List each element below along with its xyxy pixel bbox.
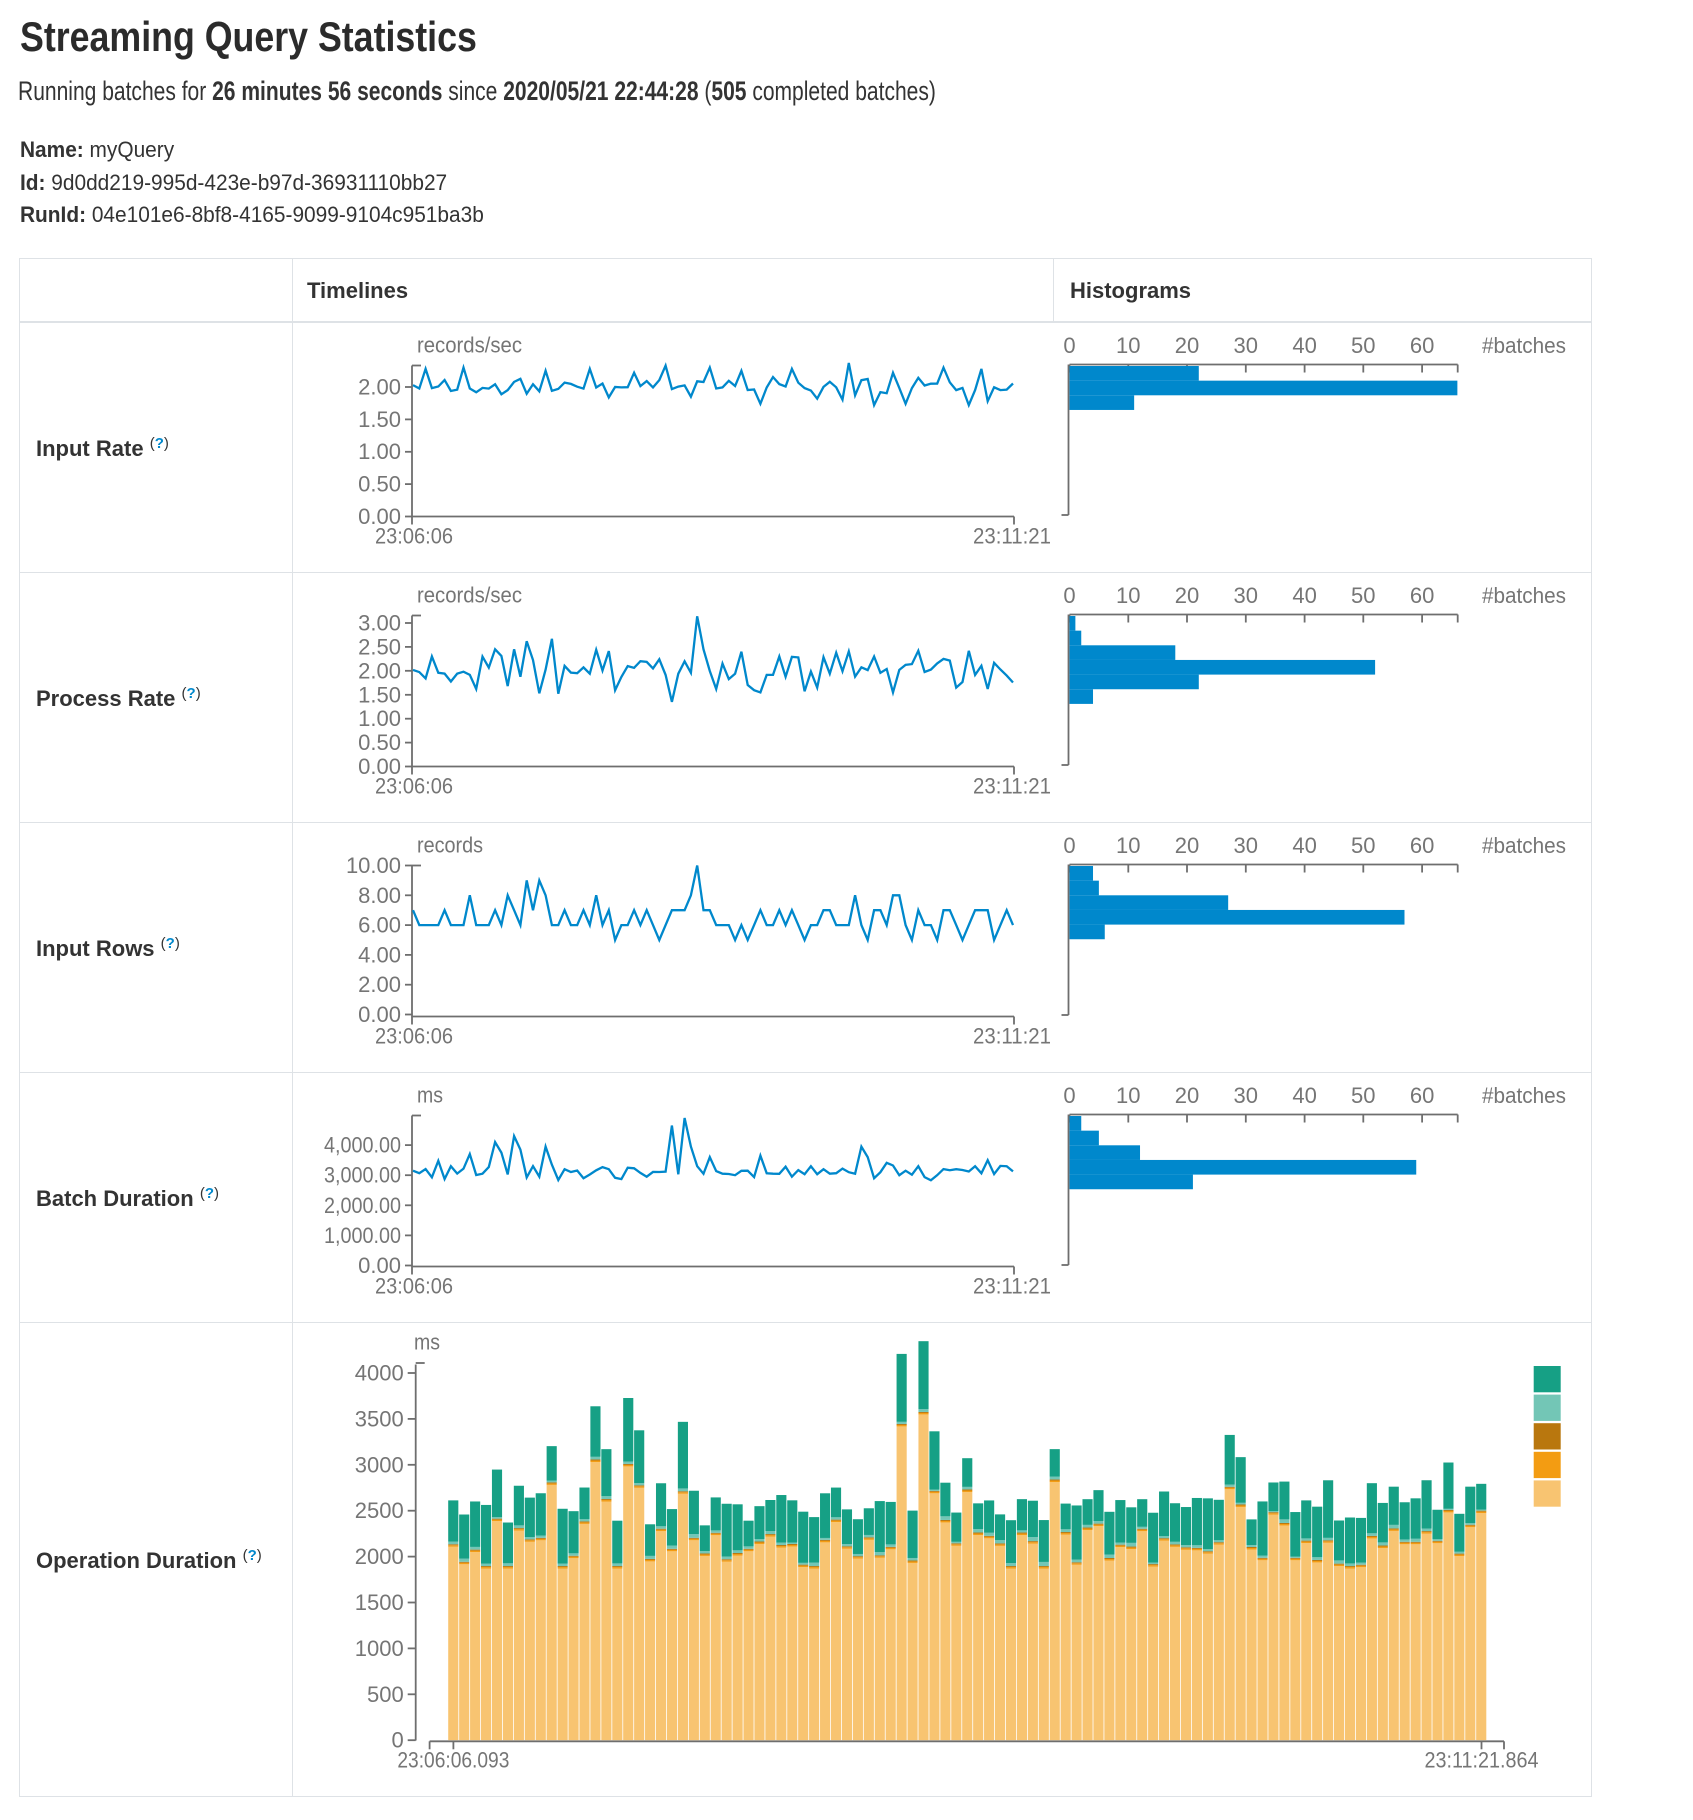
- svg-text:3.00: 3.00: [358, 611, 401, 636]
- svg-text:0: 0: [1063, 583, 1075, 608]
- svg-text:records/sec: records/sec: [417, 333, 522, 358]
- svg-text:1,000.00: 1,000.00: [324, 1223, 401, 1248]
- svg-text:60: 60: [1410, 1083, 1434, 1108]
- svg-text:0: 0: [1063, 333, 1075, 358]
- svg-text:4000: 4000: [355, 1361, 404, 1386]
- svg-text:#batches: #batches: [1482, 1083, 1566, 1108]
- svg-text:20: 20: [1175, 583, 1199, 608]
- svg-text:1.00: 1.00: [358, 706, 401, 731]
- svg-text:50: 50: [1351, 1083, 1375, 1108]
- svg-text:1.50: 1.50: [358, 407, 401, 432]
- svg-text:50: 50: [1351, 833, 1375, 858]
- svg-text:20: 20: [1175, 1083, 1199, 1108]
- svg-text:0: 0: [1063, 833, 1075, 858]
- svg-text:23:11:21: 23:11:21: [973, 524, 1051, 549]
- svg-text:2.50: 2.50: [358, 634, 401, 659]
- svg-text:10: 10: [1116, 833, 1140, 858]
- svg-text:3,000.00: 3,000.00: [324, 1163, 401, 1188]
- svg-text:1500: 1500: [355, 1590, 404, 1615]
- svg-text:23:06:06: 23:06:06: [375, 1024, 453, 1049]
- svg-text:30: 30: [1234, 583, 1258, 608]
- svg-text:60: 60: [1410, 583, 1434, 608]
- svg-text:23:11:21: 23:11:21: [973, 1274, 1051, 1299]
- svg-text:23:06:06.093: 23:06:06.093: [397, 1747, 509, 1772]
- svg-text:0.00: 0.00: [358, 504, 401, 529]
- svg-text:60: 60: [1410, 833, 1434, 858]
- svg-text:1.00: 1.00: [358, 439, 401, 464]
- svg-text:10: 10: [1116, 1083, 1140, 1108]
- svg-text:3500: 3500: [355, 1406, 404, 1431]
- svg-text:3000: 3000: [355, 1452, 404, 1477]
- svg-text:2.00: 2.00: [358, 375, 401, 400]
- svg-text:8.00: 8.00: [358, 883, 401, 908]
- svg-text:23:06:06: 23:06:06: [375, 774, 453, 799]
- svg-text:30: 30: [1234, 1083, 1258, 1108]
- svg-text:0.00: 0.00: [358, 1253, 401, 1278]
- svg-text:2,000.00: 2,000.00: [324, 1193, 401, 1218]
- svg-text:40: 40: [1292, 333, 1316, 358]
- svg-text:2500: 2500: [355, 1498, 404, 1523]
- svg-text:1.50: 1.50: [358, 682, 401, 707]
- svg-text:2.00: 2.00: [358, 658, 401, 683]
- svg-text:20: 20: [1175, 333, 1199, 358]
- svg-text:50: 50: [1351, 583, 1375, 608]
- svg-text:60: 60: [1410, 333, 1434, 358]
- svg-text:40: 40: [1292, 583, 1316, 608]
- svg-text:40: 40: [1292, 1083, 1316, 1108]
- svg-text:#batches: #batches: [1482, 333, 1566, 358]
- svg-text:23:11:21: 23:11:21: [973, 774, 1051, 799]
- svg-text:23:11:21.864: 23:11:21.864: [1425, 1747, 1539, 1772]
- svg-text:50: 50: [1351, 333, 1375, 358]
- svg-text:23:06:06: 23:06:06: [375, 1274, 453, 1299]
- svg-text:0: 0: [391, 1728, 403, 1753]
- svg-text:records: records: [417, 833, 483, 858]
- svg-text:0.00: 0.00: [358, 1002, 401, 1027]
- svg-text:0.00: 0.00: [358, 754, 401, 779]
- svg-text:0.50: 0.50: [358, 472, 401, 497]
- svg-text:#batches: #batches: [1482, 833, 1566, 858]
- svg-text:ms: ms: [414, 1330, 440, 1355]
- svg-text:500: 500: [367, 1682, 404, 1707]
- svg-text:2000: 2000: [355, 1544, 404, 1569]
- svg-text:#batches: #batches: [1482, 583, 1566, 608]
- svg-text:10: 10: [1116, 583, 1140, 608]
- svg-text:0.50: 0.50: [358, 730, 401, 755]
- svg-text:30: 30: [1234, 833, 1258, 858]
- svg-text:4.00: 4.00: [358, 942, 401, 967]
- svg-text:4,000.00: 4,000.00: [324, 1133, 401, 1158]
- svg-text:1000: 1000: [355, 1636, 404, 1661]
- svg-text:2.00: 2.00: [358, 972, 401, 997]
- svg-text:30: 30: [1234, 333, 1258, 358]
- svg-text:40: 40: [1292, 833, 1316, 858]
- svg-text:23:06:06: 23:06:06: [375, 524, 453, 549]
- svg-text:10.00: 10.00: [346, 853, 401, 878]
- svg-text:6.00: 6.00: [358, 913, 401, 938]
- svg-text:0: 0: [1063, 1083, 1075, 1108]
- svg-text:records/sec: records/sec: [417, 583, 522, 608]
- svg-text:23:11:21: 23:11:21: [973, 1024, 1051, 1049]
- svg-text:20: 20: [1175, 833, 1199, 858]
- svg-text:ms: ms: [417, 1083, 443, 1108]
- svg-text:10: 10: [1116, 333, 1140, 358]
